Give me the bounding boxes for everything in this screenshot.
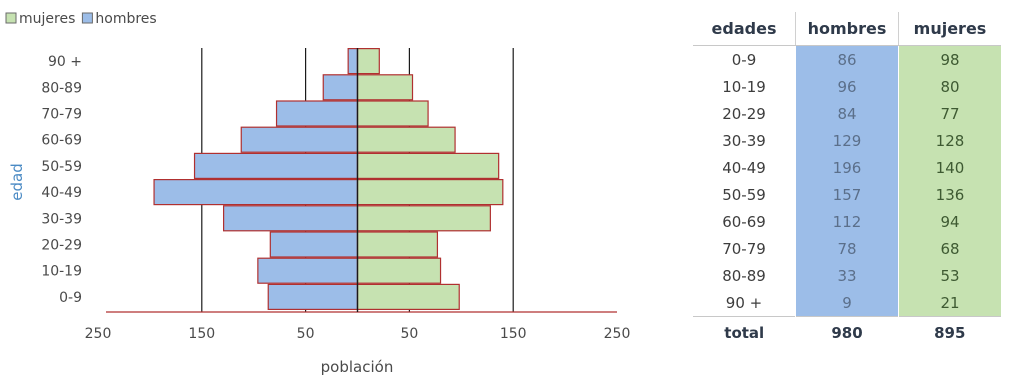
bar-hombres-70-79 — [275, 100, 359, 127]
total-mujeres: 895 — [898, 316, 1001, 349]
x-tick-label: 50 — [297, 326, 315, 342]
table-row: 70-79 78 68 — [693, 235, 1001, 262]
bar-mujeres-10-19 — [356, 257, 442, 284]
legend-swatch-hombres — [81, 12, 93, 24]
cell-mujeres: 94 — [898, 208, 1001, 235]
cell-edad: 90 + — [725, 293, 763, 312]
y-tick-label: 60-69 — [41, 133, 82, 149]
legend-swatch-mujeres — [5, 12, 17, 24]
cell-edad: 40-49 — [722, 158, 766, 177]
table-row: 10-19 96 80 — [693, 73, 1001, 100]
legend-label-hombres: hombres — [95, 11, 156, 27]
cell-mujeres: 140 — [898, 154, 1001, 181]
cell-edad: 70-79 — [722, 239, 766, 258]
bar-mujeres-90 — [356, 47, 380, 75]
y-tick-label: 20-29 — [41, 238, 82, 254]
cell-hombres: 84 — [795, 100, 899, 127]
bar-hombres-40-49 — [153, 179, 359, 206]
bar-mujeres-30-39 — [356, 205, 491, 232]
bar-hombres-50-59 — [193, 152, 359, 179]
cell-edad: 20-29 — [722, 104, 766, 123]
cell-hombres: 157 — [795, 181, 899, 208]
bar-mujeres-70-79 — [356, 100, 429, 127]
header-hombres: hombres — [795, 12, 899, 46]
table-row: 60-69 112 94 — [693, 208, 1001, 235]
y-tick-label: 30-39 — [41, 211, 82, 227]
x-tick-label: 50 — [400, 326, 418, 342]
y-tick-label: 90 + — [48, 54, 82, 70]
cell-edad: 10-19 — [722, 77, 766, 96]
y-tick-label: 40-49 — [41, 185, 82, 201]
bar-hombres-20-29 — [269, 231, 359, 258]
cell-edad: 60-69 — [722, 212, 766, 231]
bar-hombres-60-69 — [240, 126, 359, 153]
y-tick-label: 70-79 — [41, 107, 82, 123]
x-tick-label: 250 — [604, 326, 631, 342]
cell-mujeres: 53 — [898, 262, 1001, 289]
bar-mujeres-50-59 — [356, 152, 500, 179]
legend: mujeres hombres — [5, 11, 157, 27]
x-axis-label: población — [321, 358, 394, 376]
bar-hombres-90 — [347, 47, 359, 75]
table-row: 80-89 33 53 — [693, 262, 1001, 289]
cell-mujeres: 136 — [898, 181, 1001, 208]
bar-mujeres-0-9 — [356, 283, 460, 310]
bars — [153, 47, 504, 312]
cell-hombres: 78 — [795, 235, 899, 262]
header-mujeres: mujeres — [898, 12, 1001, 46]
bar-mujeres-80-89 — [356, 74, 414, 101]
table-header-row: edades hombres mujeres — [693, 12, 1001, 46]
table-row: 50-59 157 136 — [693, 181, 1001, 208]
bar-hombres-80-89 — [322, 74, 359, 101]
cell-mujeres: 80 — [898, 73, 1001, 100]
cell-hombres: 33 — [795, 262, 899, 289]
population-pyramid-chart: mujeres hombres 0-9 10-19 20-29 30-39 40-49 50… — [5, 11, 631, 376]
cell-edad: 50-59 — [722, 185, 766, 204]
bar-mujeres-20-29 — [356, 231, 439, 258]
bar-mujeres-40-49 — [356, 179, 504, 206]
legend-label-mujeres: mujeres — [19, 11, 75, 27]
table-row: 0-9 86 98 — [693, 45, 1001, 73]
cell-hombres: 86 — [795, 45, 899, 73]
cell-edad: 0-9 — [731, 50, 757, 69]
bar-mujeres-60-69 — [356, 126, 456, 153]
table-row: 90 + 9 21 — [693, 289, 1001, 317]
bar-hombres-30-39 — [222, 205, 359, 232]
cell-hombres: 196 — [795, 154, 899, 181]
y-tick-labels: 0-9 10-19 20-29 30-39 40-49 50-59 60-69 70-79 80… — [41, 54, 82, 306]
y-tick-label: 50-59 — [41, 159, 82, 175]
bar-hombres-10-19 — [257, 257, 359, 284]
y-tick-label: 0-9 — [59, 290, 82, 306]
table-row: 40-49 196 140 — [693, 154, 1001, 181]
x-tick-label: 150 — [500, 326, 527, 342]
cell-hombres: 9 — [795, 289, 899, 317]
y-tick-label: 10-19 — [41, 264, 82, 280]
cell-mujeres: 21 — [898, 289, 1001, 317]
cell-mujeres: 68 — [898, 235, 1001, 262]
bar-hombres-0-9 — [267, 283, 359, 310]
cell-mujeres: 98 — [898, 45, 1001, 73]
table-total-row: total 980 895 — [693, 316, 1001, 349]
x-tick-label: 250 — [85, 326, 112, 342]
table-row: 20-29 84 77 — [693, 100, 1001, 127]
cell-edad: 80-89 — [722, 266, 766, 285]
x-tick-labels: 250 150 50 50 150 250 — [85, 326, 631, 342]
cell-hombres: 112 — [795, 208, 899, 235]
cell-hombres: 96 — [795, 73, 899, 100]
table-row: 30-39 129 128 — [693, 127, 1001, 154]
cell-mujeres: 128 — [898, 127, 1001, 154]
cell-edad: 30-39 — [722, 131, 766, 150]
cell-hombres: 129 — [795, 127, 899, 154]
cell-mujeres: 77 — [898, 100, 1001, 127]
header-edades: edades — [693, 12, 796, 46]
y-axis-label: edad — [8, 163, 26, 200]
total-hombres: 980 — [795, 316, 899, 349]
population-table: edades hombres mujeres 0-9 86 98 10-19 96 80 2… — [693, 12, 1001, 349]
y-tick-label: 80-89 — [41, 80, 82, 96]
total-label: total — [693, 316, 796, 349]
x-tick-label: 150 — [188, 326, 215, 342]
